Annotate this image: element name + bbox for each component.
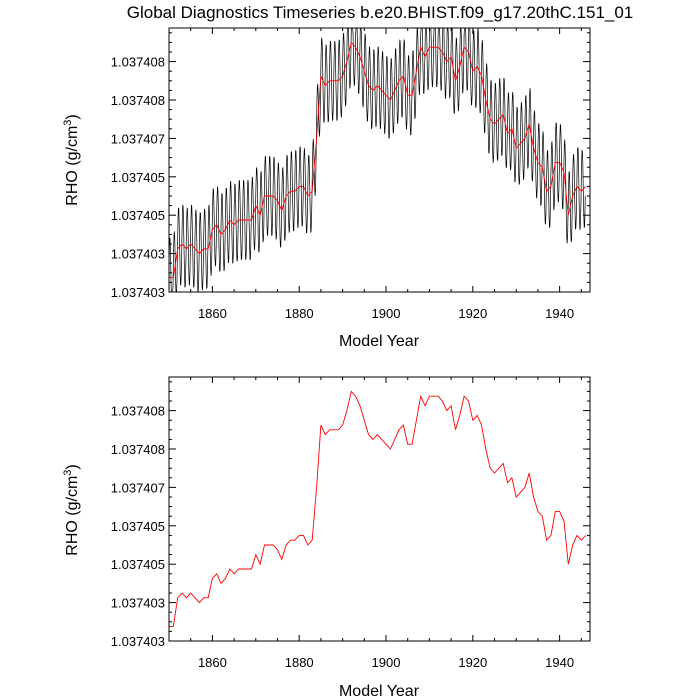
- x-tick-label: 1940: [545, 306, 574, 321]
- bottom-panel-x-tick-labels: 1860 1880 1900 1920 1940: [198, 655, 574, 670]
- x-tick-label: 1860: [198, 655, 227, 670]
- bottom-y-axis-label: RHO (g/cm3): [62, 464, 81, 555]
- y-tick-label: 1.037407: [111, 480, 165, 495]
- y-tick-label: 1.037407: [111, 131, 165, 146]
- top-x-axis-label: Model Year: [339, 333, 420, 350]
- y-tick-label: 1.037408: [111, 93, 165, 108]
- top-panel-x-tick-labels: 1860 1880 1900 1920 1940: [198, 306, 574, 321]
- bottom-annual-mean-series-line: [169, 390, 587, 628]
- x-tick-label: 1860: [198, 306, 227, 321]
- x-tick-label: 1880: [285, 306, 314, 321]
- y-tick-label: 1.037403: [111, 634, 165, 649]
- y-tick-label: 1.037403: [111, 247, 165, 262]
- y-tick-label: 1.037408: [111, 404, 165, 419]
- annual-mean-series-line: [169, 41, 587, 279]
- top-plot-frame: [168, 27, 591, 293]
- x-tick-label: 1920: [458, 655, 487, 670]
- y-tick-label: 1.037403: [111, 596, 165, 611]
- chart-title: Global Diagnostics Timeseries b.e20.BHIS…: [127, 3, 634, 22]
- y-tick-label: 1.037408: [111, 55, 165, 70]
- y-tick-label: 1.037408: [111, 442, 165, 457]
- y-tick-label: 1.037405: [111, 170, 165, 185]
- y-tick-label: 1.037405: [111, 519, 165, 534]
- bottom-x-axis-label: Model Year: [339, 683, 420, 700]
- top-panel: 1.037403 1.037403 1.037405 1.037405 1.037407…: [62, 27, 591, 350]
- x-tick-label: 1940: [545, 655, 574, 670]
- monthly-series-line: [168, 27, 586, 293]
- top-panel-y-tick-labels: 1.037403 1.037403 1.037405 1.037405 1.037407…: [111, 55, 165, 300]
- x-tick-label: 1880: [285, 655, 314, 670]
- x-tick-label: 1900: [372, 655, 401, 670]
- bottom-plot-frame: [168, 376, 591, 642]
- bottom-panel-y-tick-labels: 1.037403 1.037403 1.037405 1.037405 1.037407…: [111, 404, 165, 649]
- x-tick-label: 1920: [458, 306, 487, 321]
- y-tick-label: 1.037405: [111, 557, 165, 572]
- y-tick-label: 1.037405: [111, 208, 165, 223]
- top-y-axis-label: RHO (g/cm3): [62, 114, 81, 205]
- x-tick-label: 1900: [372, 306, 401, 321]
- y-tick-label: 1.037403: [111, 285, 165, 300]
- bottom-panel-ticks: [168, 377, 590, 642]
- bottom-panel: 1.037403 1.037403 1.037405 1.037405 1.037407…: [62, 376, 591, 700]
